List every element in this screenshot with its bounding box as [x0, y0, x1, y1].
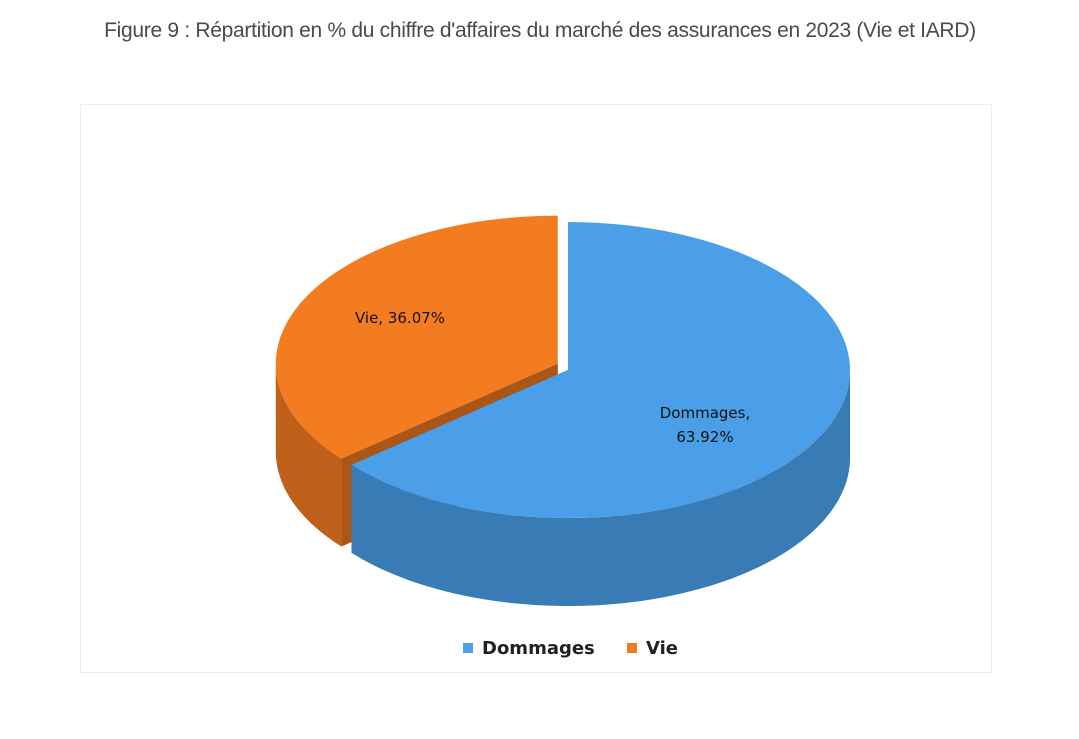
- chart-title: Figure 9 : Répartition en % du chiffre d…: [104, 19, 976, 42]
- slice: [351, 222, 850, 518]
- slice-side: [351, 370, 850, 606]
- chart-area: [80, 104, 992, 673]
- legend-label: Vie: [646, 638, 678, 659]
- slice-shade: [275, 363, 342, 547]
- data-label: Dommages, 63.92%: [659, 404, 751, 446]
- legend-swatch: [463, 643, 473, 653]
- legend-swatch: [627, 643, 637, 653]
- slice-side: [275, 363, 342, 547]
- legend-label: Dommages: [482, 638, 595, 659]
- slice-shade: [351, 370, 850, 606]
- slice: [275, 215, 558, 459]
- data-label: Vie, 36.07%: [354, 309, 446, 327]
